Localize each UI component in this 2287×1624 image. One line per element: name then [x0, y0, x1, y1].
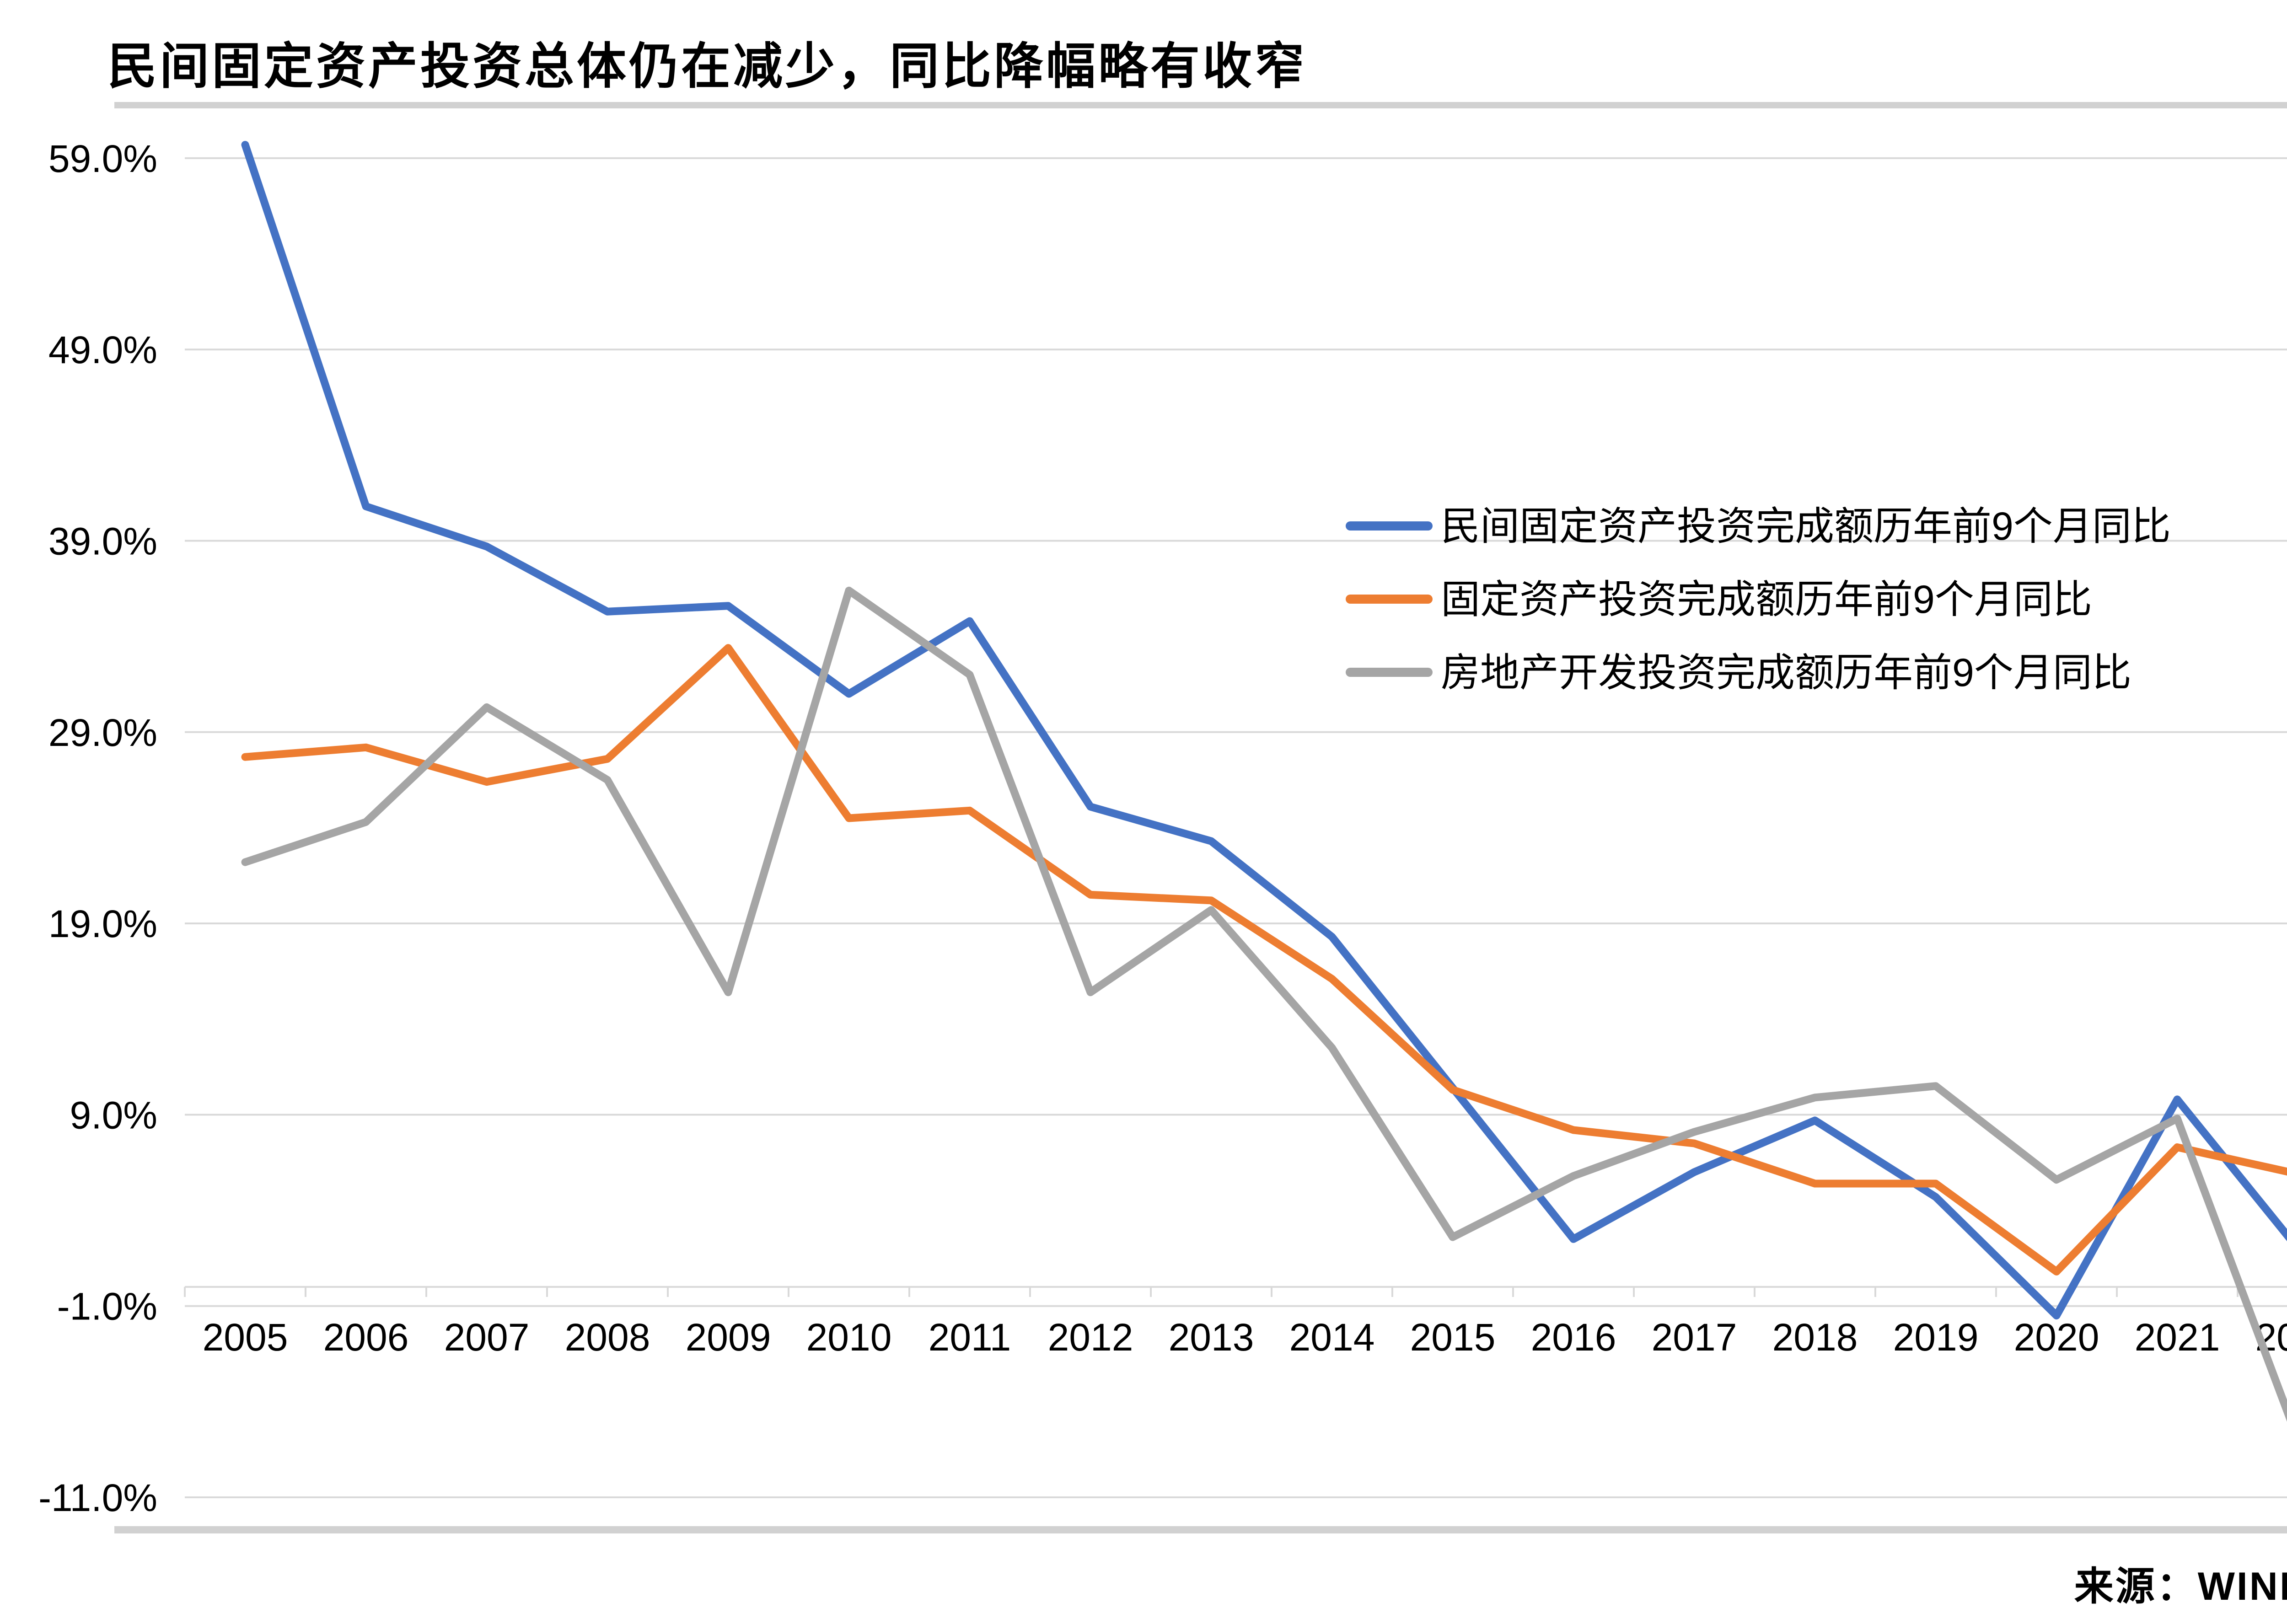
y-axis-tick-label: 29.0%: [48, 711, 157, 754]
x-axis-tick-label: 2010: [806, 1316, 892, 1359]
x-axis-tick-label: 2020: [2014, 1316, 2099, 1359]
y-axis-tick-label: 9.0%: [70, 1093, 157, 1136]
x-axis-tick-label: 2016: [1531, 1316, 1616, 1359]
legend-label: 固定资产投资完成额历年前9个月同比: [1441, 578, 2092, 622]
y-axis-tick-label: 49.0%: [48, 328, 157, 371]
chart-title: 民间固定资产投资总体仍在减少，同比降幅略有收窄: [107, 38, 1307, 94]
y-axis-tick-label: -1.0%: [57, 1285, 157, 1328]
x-axis-tick-label: 2008: [565, 1316, 650, 1359]
top-divider: [114, 102, 2287, 108]
x-axis-tick-label: 2019: [1893, 1316, 1979, 1359]
x-axis-tick-label: 2011: [929, 1316, 1011, 1359]
series-line: [241, 586, 2287, 1422]
x-axis-tick-label: 2007: [444, 1316, 530, 1359]
legend-label: 房地产开发投资完成额历年前9个月同比: [1441, 651, 2131, 695]
y-axis-tick-label: 39.0%: [48, 520, 157, 563]
legend-label: 民间固定资产投资完成额历年前9个月同比: [1441, 504, 2171, 548]
x-axis-tick-label: 2021: [2135, 1316, 2220, 1359]
bottom-divider: [114, 1526, 2287, 1533]
series-line: [241, 644, 2287, 1276]
x-axis-tick-label: 2009: [686, 1316, 771, 1359]
x-axis-tick-label: 2013: [1169, 1316, 1254, 1359]
x-axis-tick-label: 2015: [1410, 1316, 1496, 1359]
x-axis-tick-label: 2018: [1772, 1316, 1858, 1359]
source-caption: 来源：WIND、界面智库: [2074, 1565, 2287, 1608]
x-axis-tick-label: 2017: [1652, 1316, 1737, 1359]
y-axis-tick-label: -11.0%: [38, 1476, 157, 1519]
x-axis-tick-label: 2005: [203, 1316, 288, 1359]
x-axis-tick-label: 2012: [1048, 1316, 1133, 1359]
y-axis-tick-label: 59.0%: [48, 137, 157, 180]
series-line: [241, 141, 2287, 1320]
x-axis-tick-label: 2006: [323, 1316, 409, 1359]
x-axis-tick-label: 2014: [1289, 1316, 1375, 1359]
y-axis-tick-label: 19.0%: [48, 902, 157, 945]
